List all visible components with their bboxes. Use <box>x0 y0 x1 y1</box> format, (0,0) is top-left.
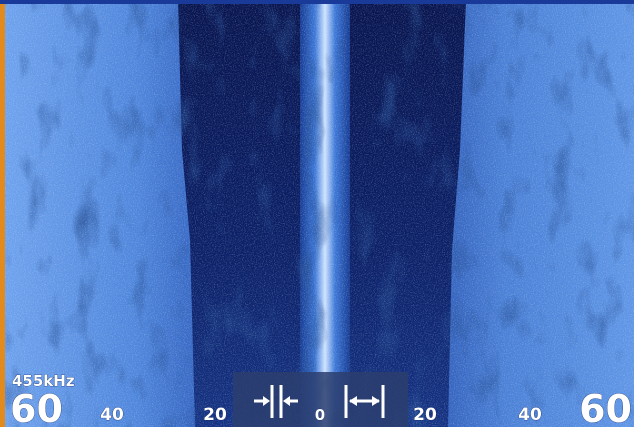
range-label: 20 <box>413 405 437 425</box>
zoom-in-button[interactable] <box>344 385 385 418</box>
range-label: 60 <box>579 387 632 427</box>
active-border <box>0 4 5 427</box>
top-bar <box>0 0 634 4</box>
zoom-out-button[interactable] <box>254 385 298 418</box>
range-label: 60 <box>10 387 63 427</box>
range-label: 20 <box>203 405 227 425</box>
range-label: 40 <box>100 405 124 425</box>
range-label: 0 <box>315 406 325 424</box>
frequency-label: 455kHz <box>12 372 75 390</box>
zoom-panel <box>233 372 408 427</box>
range-label: 40 <box>518 405 542 425</box>
